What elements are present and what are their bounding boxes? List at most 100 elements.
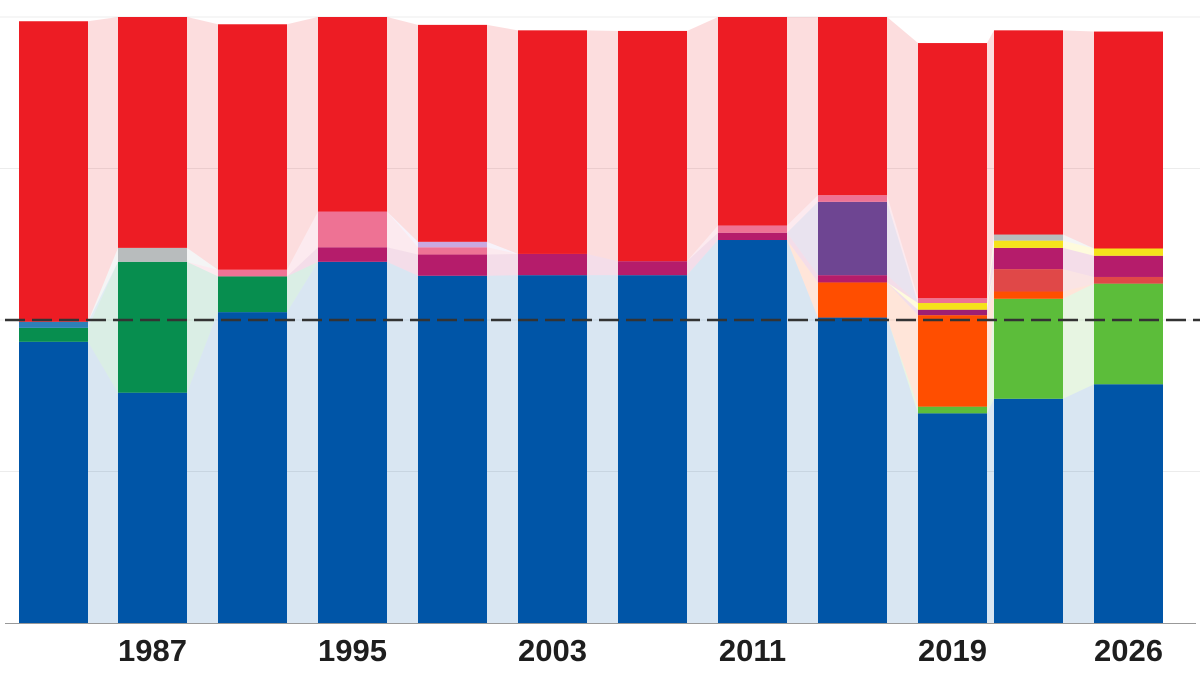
connector-band <box>487 241 518 254</box>
connector-band <box>88 261 118 328</box>
connector-band <box>387 261 418 623</box>
bar-segment <box>618 261 687 276</box>
bar-segment <box>1094 255 1163 277</box>
connector-band <box>1063 30 1094 249</box>
connector-band <box>387 247 418 276</box>
bar-segment <box>718 225 787 233</box>
bar-segment <box>918 406 987 414</box>
connector-band <box>287 17 318 270</box>
connector-band <box>88 17 118 322</box>
bar-segment <box>118 261 187 393</box>
bar-segment <box>318 247 387 262</box>
connector-band <box>187 247 218 270</box>
bar-segment <box>994 298 1063 399</box>
connector-band <box>787 240 818 318</box>
connector-band <box>687 17 718 262</box>
x-tick-label: 1987 <box>118 633 187 668</box>
bar-segment <box>19 321 88 328</box>
bar-segment <box>418 247 487 255</box>
connector-band <box>487 247 518 255</box>
bar-segment <box>1094 276 1163 284</box>
connector-band <box>1063 247 1094 277</box>
bar-stack <box>218 24 287 623</box>
connector-band <box>587 275 618 623</box>
connector-bands <box>88 17 1094 623</box>
bar-segment <box>994 30 1063 235</box>
bar-segment <box>918 413 987 623</box>
bar-segment <box>1094 384 1163 623</box>
connector-band <box>287 211 318 277</box>
connector-band <box>287 261 318 623</box>
bar-stack <box>118 17 187 623</box>
bar-segment <box>994 291 1063 299</box>
connector-band <box>887 282 918 310</box>
bar-segment <box>318 17 387 212</box>
connector-band <box>887 17 918 299</box>
bar-segment <box>19 341 88 623</box>
bar-segment <box>19 327 88 342</box>
connector-band <box>887 317 918 623</box>
connector-band <box>287 261 318 313</box>
connector-band <box>187 17 218 270</box>
bar-segment <box>718 240 787 623</box>
bar-segment <box>1094 31 1163 249</box>
x-tick-label: 2011 <box>719 633 786 668</box>
bar-segment <box>418 275 487 623</box>
connector-band <box>187 261 218 393</box>
bar-segment <box>418 24 487 242</box>
connector-band <box>187 261 218 277</box>
bar-segment <box>318 261 387 623</box>
connector-band <box>787 195 818 233</box>
connector-band <box>887 195 918 304</box>
bar-segment <box>994 234 1063 241</box>
bar-segment <box>218 276 287 313</box>
bar-segment <box>1094 248 1163 256</box>
bar-segment <box>518 253 587 276</box>
connector-band <box>487 24 518 254</box>
connector-band <box>1063 384 1094 623</box>
connector-band <box>187 312 218 623</box>
bar-segment <box>418 241 487 248</box>
x-tick-label: 2019 <box>918 633 987 668</box>
connector-band <box>987 269 994 310</box>
bar-segment <box>718 232 787 241</box>
connector-band <box>887 282 918 407</box>
connector-band <box>887 201 918 304</box>
bar-stack <box>518 30 587 623</box>
stacked-bars <box>19 17 1163 623</box>
bar-segment <box>1094 283 1163 385</box>
bar-segment <box>718 17 787 226</box>
bar-stack <box>818 17 887 623</box>
bar-segment <box>518 275 587 623</box>
connector-band <box>88 247 118 322</box>
bar-segment <box>218 312 287 623</box>
connector-band <box>387 17 418 242</box>
bar-segment <box>994 240 1063 248</box>
connector-band <box>787 17 818 226</box>
bar-stack <box>718 17 787 623</box>
connector-band <box>987 247 994 304</box>
bar-segment <box>818 282 887 318</box>
bar-segment <box>994 398 1063 623</box>
connector-band <box>787 240 818 623</box>
x-axis-tick-labels: 1987 1995 2003 2011 2019 2026 <box>118 633 1163 668</box>
connector-band <box>587 253 618 276</box>
connector-band <box>787 232 818 283</box>
bar-segment <box>818 17 887 196</box>
bar-segment <box>818 275 887 283</box>
bar-segment <box>618 275 687 623</box>
connector-band <box>687 225 718 262</box>
x-tick-label: 2026 <box>1094 633 1163 668</box>
x-tick-label: 1995 <box>318 633 387 668</box>
connector-band <box>887 275 918 304</box>
bar-segment <box>418 254 487 276</box>
connector-band <box>1063 269 1094 292</box>
connector-band <box>487 275 518 623</box>
x-tick-label: 2003 <box>518 633 587 668</box>
bar-stack <box>994 30 1063 623</box>
connector-band <box>987 298 994 414</box>
connector-band <box>487 253 518 276</box>
bar-stack <box>318 17 387 623</box>
connector-band <box>587 30 618 262</box>
